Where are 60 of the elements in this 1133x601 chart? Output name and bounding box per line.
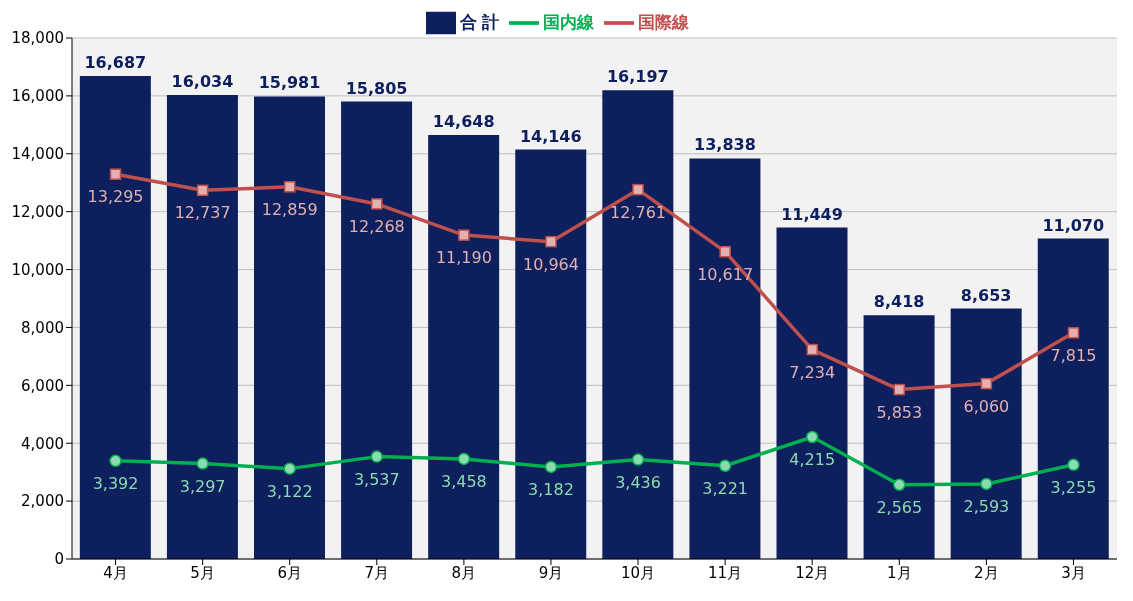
data-label: 13,838 (694, 135, 756, 155)
data-label: 8,418 (873, 292, 925, 312)
data-label: 2,593 (963, 496, 1010, 516)
data-label: 3,122 (266, 481, 313, 501)
data-label: 13,295 (87, 187, 144, 207)
data-label: 3,297 (179, 476, 226, 496)
x-tick-label: 10月 (620, 563, 656, 582)
data-label: 12,737 (174, 203, 231, 223)
data-label: 3,458 (440, 471, 487, 491)
y-tick-label: 2,000 (21, 492, 64, 511)
x-tick-label: 8月 (451, 563, 477, 582)
x-tick-label: 3月 (1061, 563, 1086, 582)
data-label: 14,146 (519, 126, 582, 146)
data-label: 7,815 (1050, 345, 1097, 365)
data-label: 11,449 (781, 204, 843, 224)
data-label: 3,537 (353, 469, 400, 489)
data-label: 6,060 (963, 396, 1010, 416)
x-tick-label: 6月 (277, 563, 302, 582)
data-label: 12,859 (261, 199, 318, 219)
y-tick-label: 10,000 (11, 260, 64, 279)
y-tick-label: 0 (54, 550, 64, 569)
data-label: 15,981 (258, 73, 321, 93)
y-tick-label: 12,000 (11, 202, 64, 221)
data-label: 3,182 (528, 479, 574, 499)
x-tick-label: 9月 (538, 563, 564, 582)
data-label: 10,964 (522, 254, 579, 274)
data-label: 16,034 (171, 71, 234, 91)
data-label: 2,565 (876, 497, 923, 517)
x-tick-label: 1月 (887, 563, 912, 582)
x-tick-label: 11月 (708, 563, 743, 582)
data-label: 11,190 (435, 248, 492, 268)
legend-label: 国内線 (543, 12, 595, 32)
x-tick-label: 5月 (190, 563, 215, 582)
y-tick-label: 18,000 (11, 29, 64, 48)
data-label: 8,653 (960, 285, 1012, 305)
data-label: 5,853 (876, 402, 923, 422)
data-label: 3,255 (1050, 477, 1097, 497)
data-label: 16,687 (84, 53, 147, 72)
x-tick-label: 4月 (103, 563, 128, 582)
legend-label: 国際線 (638, 12, 690, 32)
data-label: 3,392 (92, 473, 139, 493)
y-tick-label: 16,000 (11, 87, 64, 106)
data-label: 3,221 (702, 478, 749, 498)
data-label: 4,215 (789, 450, 836, 469)
y-tick-label: 4,000 (21, 434, 64, 453)
data-label: 12,268 (348, 216, 405, 236)
data-label: 14,648 (432, 112, 495, 132)
y-tick-label: 8,000 (21, 318, 64, 337)
x-tick-label: 7月 (364, 563, 390, 582)
data-label: 3,436 (615, 472, 661, 492)
data-label: 15,805 (345, 78, 408, 98)
data-label: 11,070 (1042, 215, 1105, 235)
x-tick-label: 2月 (974, 563, 999, 582)
y-tick-label: 6,000 (21, 376, 64, 395)
y-tick-label: 14,000 (11, 145, 64, 164)
data-label: 12,761 (610, 202, 667, 222)
x-tick-label: 12月 (795, 563, 830, 582)
legend-label: 合 計 (459, 12, 500, 32)
data-label: 16,197 (606, 67, 669, 87)
data-label: 7,234 (789, 362, 836, 382)
